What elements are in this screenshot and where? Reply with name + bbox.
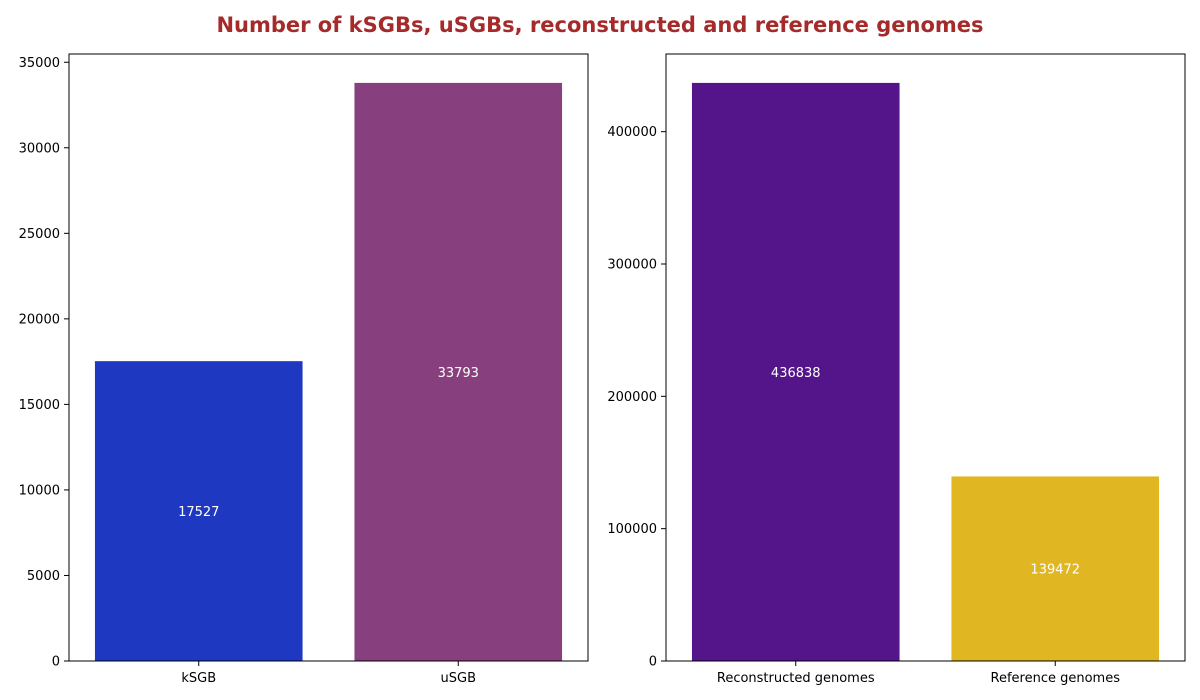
- axes-frame: [665, 53, 1186, 662]
- chart-panel-1: 17527 33793 0 5000 10000 15000 20000 25000 30000…: [19, 53, 589, 686]
- x-tick-label: Reference genomes: [991, 671, 1121, 686]
- y-tick-label: 400000: [607, 125, 657, 140]
- bar-value-label: 436838: [771, 366, 821, 381]
- y-tick-label: 35000: [19, 56, 60, 71]
- bar-usgb: [354, 82, 563, 661]
- x-tick-label: uSGB: [441, 671, 476, 686]
- y-tick-label: 15000: [19, 398, 60, 413]
- bar-reference-genomes: [951, 476, 1160, 661]
- bar-reconstructed-genomes: [691, 82, 900, 661]
- x-tick-label: Reconstructed genomes: [717, 671, 875, 686]
- y-tick-label: 25000: [19, 227, 60, 242]
- y-tick-label: 300000: [607, 257, 657, 272]
- y-tick-label: 20000: [19, 312, 60, 327]
- bar-value-label: 139472: [1030, 563, 1080, 578]
- y-tick-label: 10000: [19, 483, 60, 498]
- chart-panels: 17527 33793 0 5000 10000 15000 20000 25000 30000…: [19, 53, 1186, 686]
- y-tick-label: 200000: [607, 390, 657, 405]
- y-tick-label: 30000: [19, 141, 60, 156]
- y-tick-label: 100000: [607, 522, 657, 537]
- bar-value-label: 17527: [178, 505, 219, 520]
- bar-value-label: 33793: [438, 366, 479, 381]
- y-tick-label: 5000: [27, 569, 60, 584]
- chart-panel-2: 436838 139472 0 100000 200000 300000 400000 Rec…: [607, 53, 1186, 686]
- figure-title: Number of kSGBs, uSGBs, reconstructed an…: [216, 13, 983, 37]
- y-tick-label: 0: [52, 655, 60, 670]
- y-tick-label: 0: [649, 655, 657, 670]
- bar-ksgb: [94, 361, 303, 661]
- x-tick-label: kSGB: [181, 671, 216, 686]
- axes-frame: [68, 53, 589, 662]
